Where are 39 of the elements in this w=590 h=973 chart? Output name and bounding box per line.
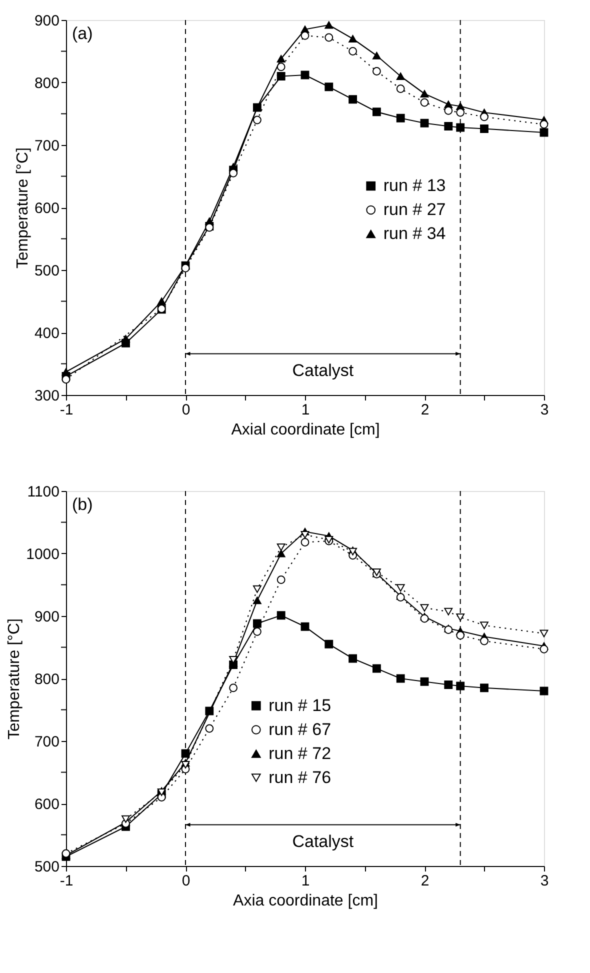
annotation: (a) — [72, 24, 93, 43]
y-tick-label: 900 — [34, 12, 60, 30]
y-tick-label: 1100 — [27, 484, 60, 500]
x-tick-label: -1 — [60, 872, 74, 890]
y-tick-label: 500 — [34, 262, 60, 280]
legend-label: run # 13 — [383, 176, 446, 195]
legend-label: run # 72 — [268, 744, 332, 763]
legend-label: run # 67 — [268, 720, 332, 739]
x-tick-label: 1 — [301, 872, 310, 890]
y-tick-label: 700 — [34, 138, 60, 154]
annotation: Catalyst — [292, 832, 354, 852]
y-tick-label: 800 — [34, 75, 60, 92]
y-tick-label: 800 — [34, 671, 60, 688]
y-axis-title: Temperature [°C] — [6, 618, 24, 740]
x-axis-title: Axial coordinate [cm] — [231, 422, 380, 438]
y-axis-title: Temperature [°C] — [14, 147, 32, 269]
y-tick-label: 500 — [34, 858, 60, 876]
x-tick-label: 3 — [540, 872, 549, 890]
legend-label: run # 27 — [383, 200, 446, 219]
annotation: Catalyst — [292, 361, 354, 380]
y-tick-label: 700 — [34, 734, 60, 750]
legend-label: run # 76 — [268, 768, 332, 787]
annotation: (b) — [72, 495, 93, 514]
x-tick-label: 1 — [301, 402, 310, 418]
y-tick-label: 300 — [34, 388, 60, 404]
x-tick-label: 2 — [420, 872, 430, 890]
y-tick-label: 600 — [34, 200, 60, 217]
legend-label: run # 15 — [268, 696, 332, 715]
x-tick-label: -1 — [60, 402, 74, 418]
x-tick-label: 0 — [182, 872, 190, 890]
y-tick-label: 900 — [34, 608, 60, 626]
x-tick-label: 3 — [540, 402, 549, 418]
y-tick-label: 600 — [34, 796, 60, 813]
x-tick-label: 0 — [182, 402, 190, 418]
y-tick-label: 400 — [34, 325, 60, 342]
x-tick-label: 2 — [420, 402, 430, 418]
x-axis-title: Axia coordinate [cm] — [233, 892, 378, 910]
y-tick-label: 1000 — [26, 546, 60, 563]
legend-label: run # 34 — [383, 224, 446, 243]
